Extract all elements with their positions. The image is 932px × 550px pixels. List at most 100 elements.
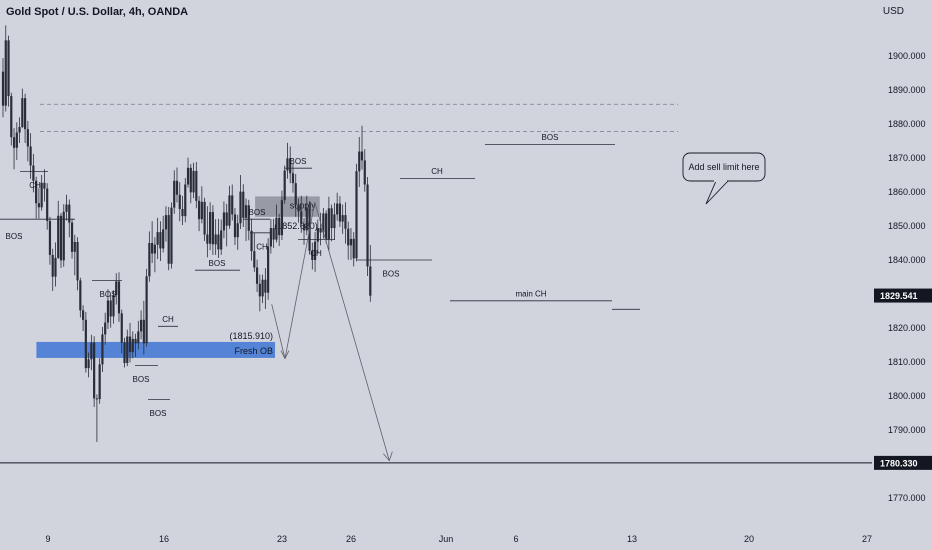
candle-body [79, 280, 82, 311]
candle-body [186, 167, 190, 185]
fresh-ob-value-label: (1815.910) [229, 331, 273, 341]
projection-path [271, 202, 390, 461]
ch_3-label: CH [310, 249, 322, 258]
x-tick-label: 6 [513, 534, 518, 544]
candle-body [1, 71, 5, 106]
candle-body [59, 215, 63, 261]
candle-body [73, 241, 76, 252]
candle-body [325, 213, 328, 240]
candle-body [115, 281, 118, 296]
ch_5-label: CH [256, 242, 268, 251]
candle-body [302, 223, 306, 231]
candle-body [355, 171, 358, 259]
candle-body [156, 232, 159, 245]
candle-body [98, 364, 101, 400]
candle-body [65, 204, 68, 212]
candle-body [239, 191, 242, 224]
candle-body [253, 251, 256, 268]
candle-body [120, 313, 123, 343]
candle-body [81, 310, 85, 320]
bos_1-label: BOS [6, 232, 23, 241]
candle-body [90, 342, 93, 360]
x-tick-label: 16 [159, 534, 169, 544]
ch_2-label: CH [162, 315, 174, 324]
bos_6-label: BOS [249, 208, 266, 217]
target-price-label: 1780.330 [880, 458, 918, 468]
candle-body [283, 170, 286, 201]
candle-body [336, 203, 339, 215]
bos_9-label: BOS [542, 133, 559, 142]
candle-body [54, 257, 57, 277]
candle-body [255, 267, 259, 284]
candle-body [112, 295, 115, 317]
candle-body [242, 191, 245, 218]
y-tick-label: 1900.000 [888, 51, 926, 61]
candle-body [209, 212, 212, 244]
candle-body [313, 241, 317, 260]
candle-body [214, 234, 217, 245]
candle-body [275, 217, 278, 240]
y-tick-label: 1890.000 [888, 85, 926, 95]
candle-body [7, 40, 10, 97]
candle-body [360, 151, 364, 161]
candle-body [153, 244, 156, 254]
projection-dip-arrowhead [280, 350, 290, 360]
bos_7-label: BOS [290, 157, 307, 166]
candle-body [228, 195, 231, 226]
candle-body [203, 201, 206, 235]
candle-body [151, 243, 154, 254]
candle-body [68, 204, 71, 223]
candle-body [43, 182, 46, 189]
candle-body [211, 212, 214, 245]
candle-body [220, 230, 223, 250]
candle-body [300, 211, 303, 224]
candle-body [40, 182, 43, 208]
currency-label: USD [882, 6, 904, 17]
candle-body [4, 40, 7, 106]
x-tick-label: 26 [346, 534, 356, 544]
candle-body [101, 334, 104, 365]
x-tick-label: 23 [277, 534, 287, 544]
candle-body [344, 215, 347, 229]
x-tick-label: 20 [744, 534, 754, 544]
candle-body [15, 132, 18, 148]
candle-body [369, 266, 372, 296]
candle-body [123, 342, 126, 364]
candle-body [247, 205, 250, 231]
candle-body [363, 160, 366, 185]
candle-body [126, 336, 129, 364]
candle-body [278, 217, 281, 236]
candle-body [294, 183, 297, 205]
candle-body [51, 254, 54, 277]
projection-arrowhead [383, 451, 393, 462]
candle-body [272, 228, 275, 240]
candle-body [225, 212, 228, 226]
candle-body [311, 250, 314, 260]
candle-body [233, 214, 237, 238]
candle-body [84, 319, 87, 369]
candle-body [330, 208, 333, 229]
current-price-badge [874, 288, 932, 303]
candle-body [142, 319, 145, 344]
candle-body [175, 180, 179, 195]
candle-body [349, 238, 353, 246]
candle-body [95, 398, 98, 400]
y-tick-label: 1790.000 [888, 425, 926, 435]
candle-body [280, 200, 284, 236]
candle-body [244, 205, 248, 218]
candle-body [145, 276, 148, 344]
y-tick-label: 1880.000 [888, 119, 926, 129]
chart-title: Gold Spot / U.S. Dollar, 4h, OANDA [6, 6, 189, 18]
candle-body [70, 222, 74, 252]
candle-body [222, 212, 226, 231]
y-tick-label: 1870.000 [888, 153, 926, 163]
x-tick-label: 9 [45, 534, 50, 544]
x-tick-label: 13 [627, 534, 637, 544]
fresh-ob-label: Fresh OB [234, 346, 273, 356]
y-tick-label: 1800.000 [888, 391, 926, 401]
candle-body [258, 283, 261, 297]
candle-body [21, 98, 24, 128]
y-tick-label: 1820.000 [888, 323, 926, 333]
candle-body [164, 215, 168, 230]
